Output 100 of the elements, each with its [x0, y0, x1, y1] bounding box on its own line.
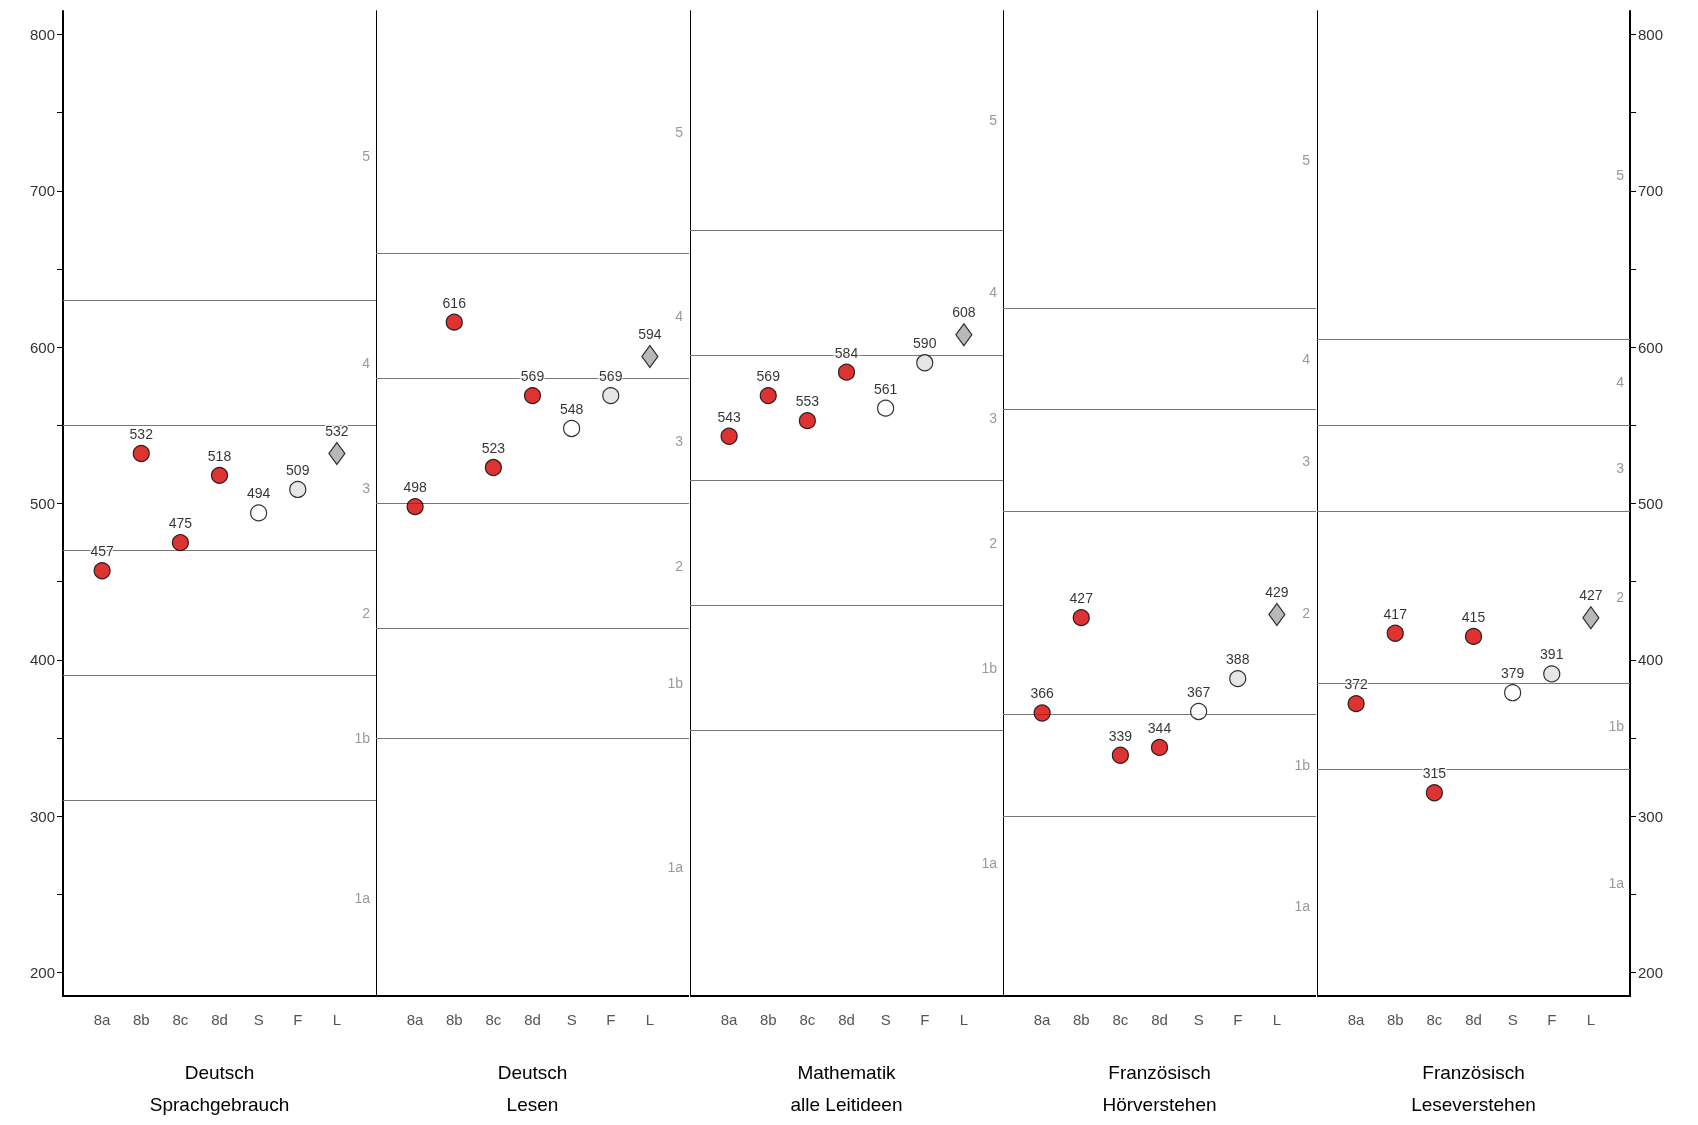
data-label: 427	[1578, 586, 1603, 603]
annotation: 3	[989, 409, 998, 426]
point	[1190, 702, 1208, 721]
data-label: 616	[442, 294, 467, 311]
x-tick-label: 8c	[1112, 1011, 1129, 1028]
point	[876, 399, 895, 417]
point	[837, 363, 855, 381]
y2-tick-label: 600	[1637, 338, 1663, 356]
data-label: 427	[1069, 590, 1094, 607]
x-tick-label: S	[253, 1011, 264, 1028]
annotation: 3	[362, 479, 371, 496]
point	[563, 419, 581, 438]
point	[171, 533, 189, 552]
x-tick-label: 8d	[524, 1011, 542, 1028]
point	[720, 427, 738, 445]
data-label: 494	[246, 485, 271, 502]
annotation: 2	[1615, 589, 1624, 606]
point	[759, 387, 777, 405]
point	[1033, 704, 1051, 722]
point	[1386, 624, 1404, 642]
point	[1581, 606, 1600, 630]
annotation: 1b	[1608, 718, 1624, 735]
point	[210, 466, 229, 484]
x-axis-title: Deutsch Sprachgebrauch	[149, 1061, 290, 1115]
x-tick-label: L	[646, 1011, 655, 1028]
x-tick-label: 8b	[1073, 1011, 1090, 1028]
data-label: 415	[1461, 608, 1485, 625]
data-label: 388	[1226, 651, 1250, 668]
x-tick-label: F	[606, 1011, 616, 1028]
x-tick-label: 8d	[211, 1011, 228, 1028]
data-label: 339	[1108, 727, 1133, 744]
x-tick-label: 8d	[1151, 1011, 1169, 1028]
y-tick-label: 700	[29, 182, 55, 200]
annotation: 3	[675, 432, 684, 449]
point	[1503, 684, 1521, 702]
data-label: 608	[951, 303, 976, 320]
y2-tick-label: 300	[1637, 807, 1663, 825]
data-label: 379	[1500, 665, 1525, 682]
data-label: 367	[1187, 683, 1211, 700]
data-label: 315	[1422, 765, 1446, 782]
y-tick-label: 200	[29, 964, 55, 982]
data-label: 532	[129, 425, 154, 442]
annotation: 1b	[667, 675, 684, 692]
y2-tick-label: 200	[1637, 964, 1663, 982]
point	[1464, 627, 1482, 645]
annotation: 5	[989, 112, 998, 129]
x-tick-label: F	[1546, 1011, 1556, 1028]
annotation: 1a	[667, 859, 684, 876]
y2-tick-label: 800	[1637, 25, 1663, 43]
point	[1111, 746, 1130, 764]
y-tick-label: 500	[29, 495, 55, 512]
point	[93, 562, 111, 580]
x-tick-label: 8c	[172, 1011, 189, 1028]
data-label: 366	[1030, 685, 1055, 702]
annotation: 1b	[981, 659, 998, 676]
annotation: 5	[362, 147, 371, 164]
point	[602, 387, 620, 405]
y2-tick-label: 400	[1637, 651, 1663, 669]
x-tick-label: S	[1507, 1011, 1518, 1028]
annotation: 5	[675, 124, 684, 141]
annotation: 5	[1615, 167, 1624, 184]
annotation: 2	[362, 604, 371, 621]
data-label: 509	[286, 461, 310, 478]
point	[446, 313, 464, 331]
data-label: 498	[403, 479, 428, 496]
x-tick-label: 8a	[1033, 1011, 1052, 1028]
x-tick-label: L	[332, 1011, 342, 1028]
data-label: 569	[756, 368, 780, 385]
annotation: 1a	[981, 855, 998, 872]
annotation: 4	[362, 354, 371, 371]
data-label: 429	[1265, 583, 1289, 600]
data-label: 590	[912, 335, 937, 352]
point	[1229, 670, 1247, 688]
x-tick-label: S	[1193, 1011, 1204, 1028]
annotation: 1b	[354, 730, 371, 747]
point	[1347, 695, 1365, 713]
x-axis-title: Mathematik alle Leitideen	[790, 1061, 903, 1115]
annotation: 1a	[354, 890, 371, 907]
x-axis-title: Französisch Leseverstehen	[1410, 1061, 1536, 1115]
data-label: 417	[1383, 605, 1407, 622]
point	[485, 458, 503, 477]
x-tick-label: F	[1233, 1011, 1243, 1028]
x-tick-label: 8b	[446, 1011, 463, 1028]
point	[1425, 784, 1443, 802]
x-axis-title: Deutsch Lesen	[498, 1061, 568, 1115]
annotation: 4	[1302, 350, 1311, 367]
point	[289, 480, 307, 499]
data-label: 532	[325, 422, 349, 439]
data-label: 475	[168, 514, 193, 531]
data-label: 391	[1539, 646, 1564, 663]
x-tick-label: 8c	[485, 1011, 503, 1028]
point	[406, 498, 425, 516]
data-label: 548	[560, 400, 584, 417]
data-label: 553	[795, 393, 820, 410]
point	[524, 387, 542, 405]
x-tick-label: 8b	[1386, 1011, 1404, 1028]
point	[955, 323, 973, 347]
x-tick-label: L	[959, 1011, 968, 1028]
x-tick-label: 8b	[132, 1011, 150, 1028]
data-label: 344	[1148, 719, 1172, 736]
